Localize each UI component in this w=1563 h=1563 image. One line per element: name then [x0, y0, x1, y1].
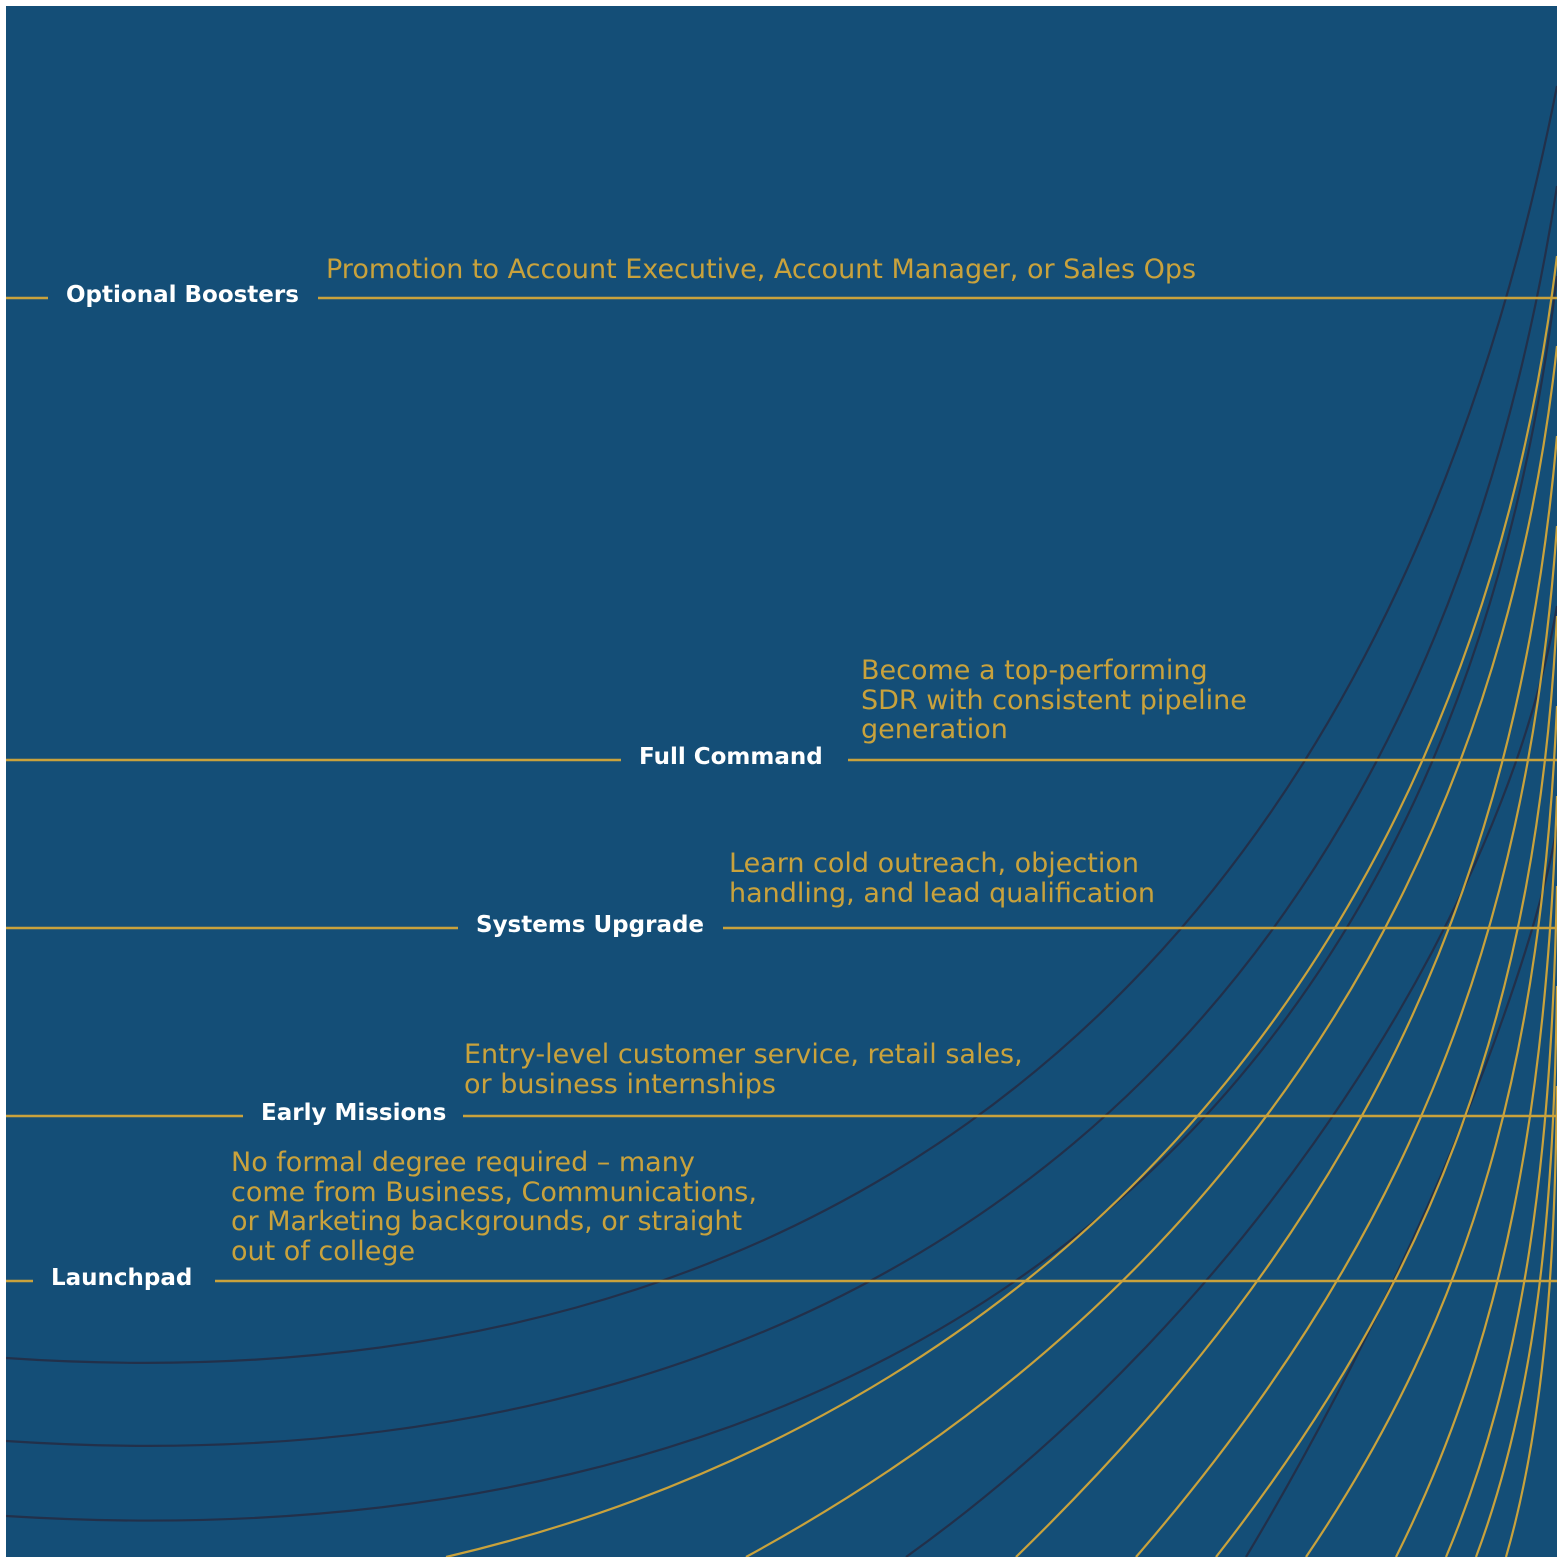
stage-description-launchpad: No formal degree required – many come fr… [231, 1147, 757, 1267]
stage-description-optional-boosters: Promotion to Account Executive, Account … [326, 254, 1197, 285]
career-path-diagram: Optional Boosters Promotion to Account E… [6, 6, 1557, 1557]
stage-label-early-missions: Early Missions [261, 1100, 447, 1126]
decorative-curves [6, 85, 1557, 1557]
gold-curve-10 [1504, 1085, 1557, 1557]
stage-description-systems-upgrade: Learn cold outreach, objection handling,… [729, 848, 1156, 909]
stage-label-full-command: Full Command [639, 744, 823, 770]
stage-description-early-missions: Entry-level customer service, retail sal… [464, 1039, 1023, 1100]
gold-curve-5 [1215, 615, 1557, 1557]
gold-curve-7 [1395, 795, 1557, 1557]
dark-curve-3 [6, 275, 1557, 1522]
gold-curve-3 [1015, 435, 1557, 1557]
gold-curve-8 [1444, 885, 1557, 1557]
gold-curve-2 [745, 345, 1557, 1557]
stage-label-systems-upgrade: Systems Upgrade [476, 912, 705, 938]
stage-label-launchpad: Launchpad [51, 1265, 193, 1291]
dark-curve-4 [905, 605, 1557, 1557]
gold-curve-4 [1135, 525, 1557, 1557]
gold-curve-6 [1305, 705, 1557, 1557]
gold-curve-9 [1474, 985, 1557, 1557]
stage-description-full-command: Become a top-performing SDR with consist… [861, 655, 1247, 745]
stage-label-optional-boosters: Optional Boosters [66, 282, 299, 308]
gold-curve-1 [445, 255, 1557, 1557]
dark-curve-2 [6, 185, 1557, 1447]
dark-curve-1 [6, 85, 1557, 1364]
